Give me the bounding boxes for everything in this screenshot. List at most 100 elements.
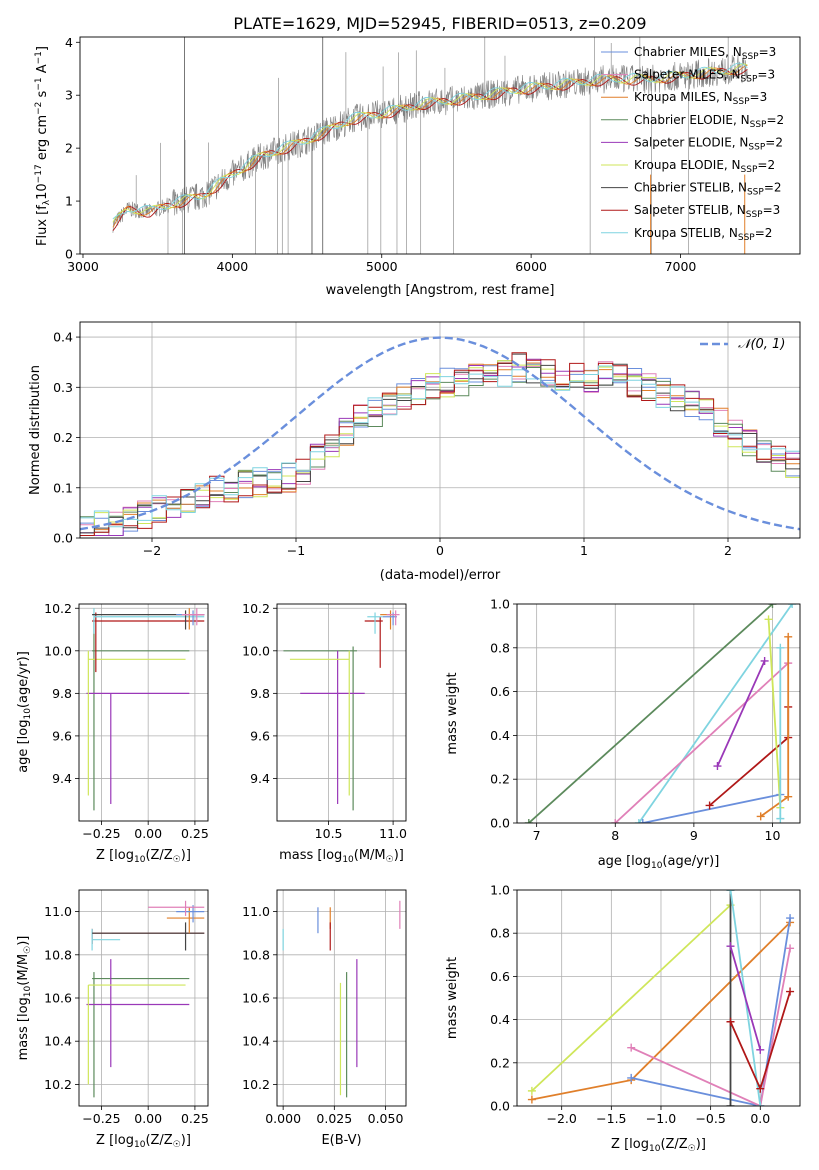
weight-marker (786, 914, 795, 923)
label-part: age [log (16, 720, 31, 773)
y-tick-label: 10.4 (44, 1034, 72, 1049)
label-part: Chabrier ELODIE, N (634, 113, 750, 127)
y-tick-label: 10.0 (242, 643, 270, 658)
y-tick-label: 0.6 (490, 684, 510, 699)
axes-frame (78, 889, 209, 1107)
y-tick-label: 0 (65, 247, 73, 262)
label-part: Salpeter MILES, N (634, 68, 741, 82)
label-part: 10 (134, 1140, 146, 1150)
weight-marker (756, 812, 765, 821)
label-part: mass [log (16, 997, 31, 1060)
plot-area (527, 890, 795, 1106)
label-part: (Z/Z (660, 1137, 687, 1152)
weight-marker (788, 604, 797, 608)
axes-frame (516, 603, 801, 824)
mass_vs_EBV-xlabel: E(B-V) (321, 1133, 361, 1148)
legend-label: Kroupa ELODIE, NSSP=2 (634, 158, 775, 175)
plot-area (86, 608, 205, 811)
weight_vs_Z-xlabel: Z [log10(Z/Z☉)] (611, 1137, 706, 1154)
plot-area (282, 900, 401, 1098)
weight-marker (726, 890, 735, 894)
label-part: =3 (759, 45, 777, 59)
label-part: =2 (757, 158, 775, 172)
label-part: ☉ (173, 1140, 181, 1150)
x-tick-label: 6000 (515, 259, 547, 274)
label-part: ] (35, 46, 50, 51)
label-part: −2 (34, 102, 44, 115)
label-part: =3 (757, 68, 775, 82)
label-part: 10 (35, 183, 50, 200)
label-part: mass [log (279, 848, 342, 863)
y-tick-label: 10.2 (242, 1077, 270, 1092)
weight-line (642, 793, 781, 823)
label-part: E(B-V) (321, 1133, 361, 1148)
label-part: −1 (34, 51, 44, 64)
label-part: =3 (750, 90, 768, 104)
legend-label: Salpeter ELODIE, NSSP=2 (634, 135, 783, 152)
x-tick-label: 0.25 (181, 1111, 209, 1126)
plot-area (283, 610, 400, 811)
weight_vs_age-xlabel: age [log10(age/yr)] (598, 854, 720, 871)
y-tick-label: 0.0 (490, 1099, 510, 1114)
y-tick-label: 0.0 (490, 816, 510, 831)
weight-marker (786, 987, 795, 996)
label-part: ☉ (173, 855, 181, 865)
weight-marker (764, 615, 773, 624)
x-tick-label: −2.0 (547, 1111, 577, 1126)
label-part: 10 (649, 1144, 661, 1154)
weight-marker (634, 819, 643, 823)
x-tick-label: −2 (143, 543, 161, 558)
label-part: Flux [f (35, 205, 50, 246)
axes-age_vs_Z: −0.25 0.00 0.259.49.69.810.010.2Z [log10(Z… (16, 601, 209, 865)
weight-marker (726, 1102, 735, 1106)
legend-label: Salpeter MILES, NSSP=3 (634, 68, 775, 85)
y-tick-label: 11.0 (44, 904, 72, 919)
label-part: (M/M (16, 954, 31, 986)
y-tick-label: 10.2 (44, 1077, 72, 1092)
label-part: )] (181, 848, 191, 863)
weight-marker (527, 1086, 536, 1095)
axes-spectrum: 3000 4000 5000 6000 7000 0 1 2 3 4 wavelength [Ang… (34, 35, 801, 298)
label-part: (Z/Z (145, 848, 172, 863)
weight-line (716, 660, 766, 767)
x-tick-label: 1 (580, 543, 588, 558)
y-tick-label: 0.4 (490, 1012, 510, 1027)
label-part: SSP (741, 75, 758, 85)
spectrum-ylabel: Flux [fλ10−17 erg cm−2 s−1 A−1] (34, 46, 52, 246)
histogram-kroupa_elodie (80, 360, 800, 536)
legend-label: 𝒩(0, 1) (738, 337, 785, 352)
model-spectrum (112, 68, 748, 231)
plot-area (112, 37, 748, 254)
histogram-chabrier_stelib (80, 353, 800, 534)
legend-label: Kroupa STELIB, NSSP=2 (634, 226, 772, 243)
x-tick-label: 3000 (67, 259, 99, 274)
y-tick-label: 0.2 (53, 430, 73, 445)
y-tick-label: 9.6 (250, 728, 270, 743)
y-tick-label: 1.0 (490, 597, 510, 612)
label-part: Kroupa MILES, N (634, 90, 733, 104)
label-part: SSP (750, 120, 767, 130)
x-tick-label: 0.0 (750, 1111, 770, 1126)
label-part: Kroupa STELIB, N (634, 226, 738, 240)
y-tick-label: 10.6 (242, 991, 270, 1006)
x-tick-label: 4000 (216, 259, 248, 274)
x-tick-label: 0.000 (265, 1111, 301, 1126)
label-part: −17 (34, 164, 44, 183)
weight-marker (638, 819, 647, 823)
weight-marker (726, 1017, 735, 1026)
weight-marker (784, 792, 793, 801)
weight-marker (524, 819, 533, 823)
y-tick-label: 10.8 (44, 947, 72, 962)
label-part: Chabrier MILES, N (634, 45, 742, 59)
axes-mass_vs_EBV: 0.000 0.025 0.050 10.2 10.4 10.6 10.8 11.0 E(B-V… (242, 889, 407, 1148)
weight-marker (726, 942, 735, 951)
x-tick-label: 7 (533, 828, 541, 843)
label-part: Kroupa ELODIE, N (634, 158, 741, 172)
x-tick-label: 0.025 (316, 1111, 352, 1126)
x-tick-label: 8 (611, 828, 619, 843)
x-tick-label: −0.5 (695, 1111, 725, 1126)
label-part: 10 (23, 708, 33, 720)
label-part: =3 (763, 203, 781, 217)
